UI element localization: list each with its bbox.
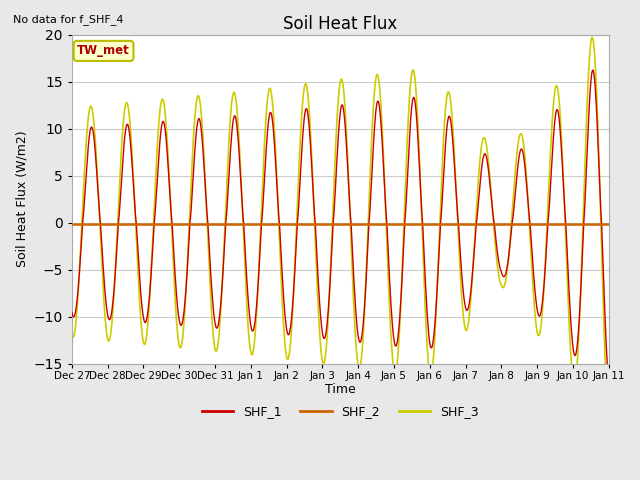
Title: Soil Heat Flux: Soil Heat Flux xyxy=(283,15,397,33)
Y-axis label: Soil Heat Flux (W/m2): Soil Heat Flux (W/m2) xyxy=(15,131,28,267)
Legend: SHF_1, SHF_2, SHF_3: SHF_1, SHF_2, SHF_3 xyxy=(196,400,484,423)
X-axis label: Time: Time xyxy=(325,384,356,396)
Text: No data for f_SHF_4: No data for f_SHF_4 xyxy=(13,14,124,25)
Text: TW_met: TW_met xyxy=(77,45,130,58)
